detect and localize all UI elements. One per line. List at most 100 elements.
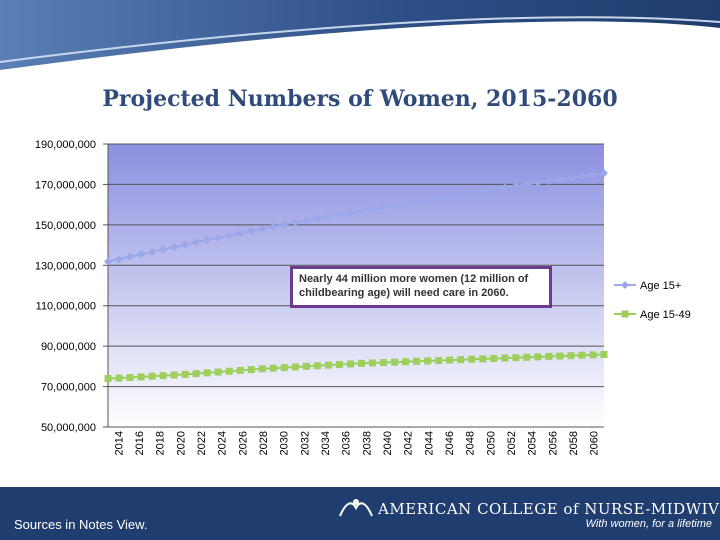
data-point-age-15-plus <box>467 188 476 197</box>
data-point-age-15-49 <box>545 352 553 360</box>
y-tick-label: 190,000,000 <box>35 139 96 151</box>
data-point-age-15-49 <box>170 371 178 379</box>
data-point-age-15-49 <box>523 353 531 361</box>
data-point-age-15-plus <box>456 190 465 199</box>
data-point-age-15-plus <box>258 224 267 233</box>
data-point-age-15-plus <box>412 197 421 206</box>
data-point-age-15-plus <box>324 212 333 221</box>
x-tick-label: 2024 <box>217 431 229 455</box>
data-point-age-15-49 <box>424 357 432 365</box>
data-point-age-15-49 <box>446 356 454 364</box>
x-tick-label: 2022 <box>196 431 208 455</box>
data-point-age-15-49 <box>369 359 377 367</box>
data-point-age-15-49 <box>159 372 167 380</box>
data-point-age-15-49 <box>236 366 244 374</box>
legend-marker-diamond <box>621 281 629 289</box>
data-point-age-15-plus <box>346 208 355 217</box>
data-point-age-15-plus <box>148 247 157 256</box>
x-tick-label: 2060 <box>589 431 601 455</box>
data-point-age-15-plus <box>566 173 575 182</box>
data-point-age-15-plus <box>357 206 366 215</box>
data-point-age-15-plus <box>137 250 146 259</box>
chart-callout: Nearly 44 million more women (12 million… <box>290 266 552 308</box>
data-point-age-15-plus <box>533 178 542 187</box>
x-tick-label: 2050 <box>485 431 497 455</box>
x-tick-label: 2032 <box>299 431 311 455</box>
data-point-age-15-49 <box>192 370 200 378</box>
x-tick-label: 2038 <box>361 431 373 455</box>
data-point-age-15-plus <box>280 220 289 229</box>
x-tick-label: 2044 <box>423 431 435 455</box>
data-point-age-15-49 <box>258 365 266 373</box>
data-point-age-15-plus <box>390 201 399 210</box>
data-point-age-15-49 <box>501 354 509 362</box>
x-tick-label: 2018 <box>155 431 167 455</box>
data-point-age-15-49 <box>335 361 343 369</box>
data-point-age-15-plus <box>104 257 112 266</box>
x-tick-label: 2058 <box>568 431 580 455</box>
data-point-age-15-plus <box>225 231 234 240</box>
legend-marker-square <box>621 310 629 318</box>
data-point-age-15-plus <box>335 210 344 219</box>
header-band <box>0 0 720 70</box>
x-tick-label: 2026 <box>237 431 249 455</box>
data-point-age-15-plus <box>500 183 509 192</box>
data-point-age-15-49 <box>291 363 299 371</box>
data-point-age-15-49 <box>534 353 542 361</box>
x-tick-label: 2020 <box>175 431 187 455</box>
x-tick-label: 2040 <box>382 431 394 455</box>
x-tick-label: 2056 <box>547 431 559 455</box>
x-tick-label: 2048 <box>465 431 477 455</box>
data-point-age-15-49 <box>556 352 564 360</box>
data-point-age-15-49 <box>567 352 575 360</box>
y-tick-label: 150,000,000 <box>35 220 96 232</box>
data-point-age-15-plus <box>522 180 531 189</box>
data-point-age-15-plus <box>115 255 124 264</box>
data-point-age-15-49 <box>104 374 112 382</box>
data-point-age-15-plus <box>203 235 212 244</box>
x-tick-label: 2042 <box>403 431 415 455</box>
data-point-age-15-plus <box>192 238 201 247</box>
data-point-age-15-plus <box>269 222 278 231</box>
data-point-age-15-plus <box>291 218 300 227</box>
data-point-age-15-49 <box>203 369 211 377</box>
data-point-age-15-49 <box>512 354 520 362</box>
data-point-age-15-49 <box>468 355 476 363</box>
acnm-logo: AMERICAN COLLEGE of NURSE-MIDWIVES With … <box>338 492 720 538</box>
data-point-age-15-49 <box>324 361 332 369</box>
data-point-age-15-49 <box>578 351 586 359</box>
data-point-age-15-49 <box>600 350 608 358</box>
y-tick-label: 110,000,000 <box>36 301 96 313</box>
data-point-age-15-49 <box>490 354 498 362</box>
data-point-age-15-plus <box>588 170 597 179</box>
acnm-logo-icon <box>339 499 373 517</box>
data-point-age-15-49 <box>457 356 465 364</box>
data-point-age-15-plus <box>511 181 520 190</box>
data-point-age-15-plus <box>423 195 432 204</box>
data-point-age-15-49 <box>413 357 421 365</box>
x-tick-label: 2030 <box>279 431 291 455</box>
data-point-age-15-plus <box>600 169 608 178</box>
data-point-age-15-plus <box>434 193 443 202</box>
data-point-age-15-49 <box>247 366 255 374</box>
data-point-age-15-plus <box>368 204 377 213</box>
x-tick-label: 2028 <box>258 431 270 455</box>
data-point-age-15-plus <box>170 243 179 252</box>
x-tick-label: 2014 <box>113 431 125 455</box>
x-tick-label: 2052 <box>506 431 518 455</box>
data-point-age-15-49 <box>589 351 597 359</box>
data-point-age-15-49 <box>380 359 388 367</box>
data-point-age-15-49 <box>181 370 189 378</box>
legend-label: Age 15-49 <box>640 309 691 321</box>
data-point-age-15-plus <box>478 186 487 195</box>
data-point-age-15-49 <box>391 358 399 366</box>
data-point-age-15-49 <box>358 359 366 367</box>
logo-tagline: With women, for a lifetime <box>585 518 712 530</box>
data-point-age-15-plus <box>159 245 168 254</box>
y-tick-label: 170,000,000 <box>35 179 96 191</box>
slide-title: Projected Numbers of Women, 2015-2060 <box>102 86 618 112</box>
y-tick-label: 70,000,000 <box>41 382 96 394</box>
x-tick-label: 2016 <box>134 431 146 455</box>
data-point-age-15-plus <box>445 192 454 201</box>
x-tick-label: 2046 <box>444 431 456 455</box>
